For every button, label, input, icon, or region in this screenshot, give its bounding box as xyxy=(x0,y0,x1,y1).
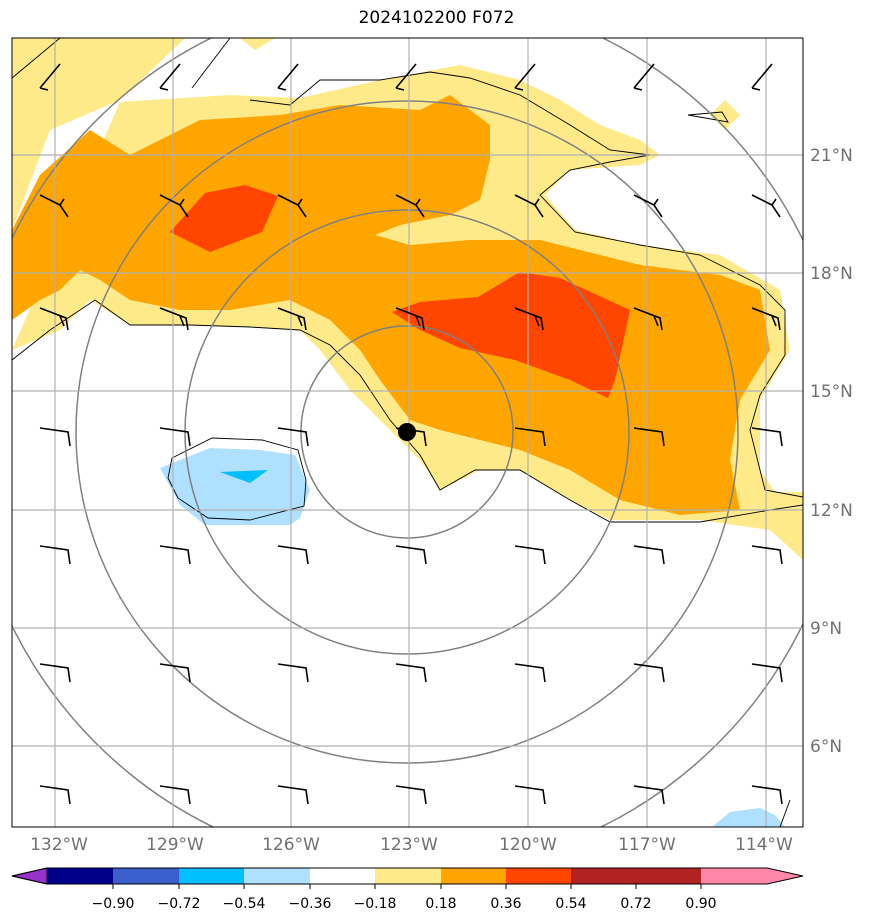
colorbar-extend-high xyxy=(701,868,803,884)
colorbar-segment xyxy=(636,868,701,884)
colorbar-segment xyxy=(47,868,113,884)
wind-barb xyxy=(159,785,191,805)
shading-red-orange-west xyxy=(170,185,278,252)
map-frame xyxy=(11,37,804,828)
wind-barb xyxy=(633,663,665,683)
storm-center-marker xyxy=(398,423,416,441)
distance-rings xyxy=(12,38,803,827)
colorbar-segment xyxy=(113,868,179,884)
wind-barb xyxy=(395,63,417,91)
wind-barb xyxy=(633,63,655,91)
colorbar-segment xyxy=(310,868,375,884)
wind-barb xyxy=(633,427,665,447)
wind-barb xyxy=(277,307,307,331)
lat-label: 6°N xyxy=(810,737,842,757)
colorbar-label: −0.90 xyxy=(92,896,135,912)
colorbar-ticks xyxy=(112,884,702,889)
lon-label: 132°W xyxy=(30,835,88,855)
wind-barb xyxy=(633,545,665,565)
shading-red-orange-central xyxy=(392,272,630,398)
wind-barb xyxy=(277,427,309,447)
graticule xyxy=(12,38,803,827)
wind-barb xyxy=(751,307,781,331)
shading-deep-sky-blue xyxy=(220,470,268,483)
lat-label: 15°N xyxy=(810,382,853,402)
colorbar-label: 0.72 xyxy=(620,896,651,912)
wind-barb xyxy=(39,63,61,91)
wind-barb xyxy=(159,663,191,683)
latitude-labels: 21°N 18°N 15°N 12°N 9°N 6°N xyxy=(810,146,853,757)
wind-barb xyxy=(751,663,783,683)
colorbar-segment xyxy=(375,868,441,884)
colorbar-segment xyxy=(441,868,506,884)
wind-barb xyxy=(159,194,189,218)
wind-barb xyxy=(633,307,663,331)
wind-barb xyxy=(159,545,191,565)
wind-barb xyxy=(39,785,71,805)
colorbar-label: −0.72 xyxy=(158,896,201,912)
wind-barb xyxy=(751,194,781,218)
lon-label: 120°W xyxy=(499,835,557,855)
lat-label: 12°N xyxy=(810,501,853,521)
wind-barb xyxy=(39,545,71,565)
lon-label: 114°W xyxy=(735,835,793,855)
lon-label: 126°W xyxy=(262,835,320,855)
wind-barb xyxy=(159,427,191,447)
wind-barb xyxy=(277,663,309,683)
colorbar-label: −0.36 xyxy=(289,896,332,912)
colorbar-label: 0.18 xyxy=(425,896,456,912)
colorbar-extend-low xyxy=(11,867,48,885)
wind-barb xyxy=(277,63,299,91)
wind-barb xyxy=(751,545,783,565)
colorbar-label: −0.54 xyxy=(223,896,266,912)
wind-barb xyxy=(751,785,783,805)
colorbar-label: 0.36 xyxy=(490,896,521,912)
wind-barb xyxy=(514,194,544,218)
wind-barb xyxy=(751,63,773,91)
wind-barb xyxy=(514,427,546,447)
wind-barb xyxy=(39,194,69,218)
wind-barb xyxy=(514,307,544,331)
wind-barb xyxy=(39,307,69,331)
wind-barb xyxy=(514,785,546,805)
wind-barb xyxy=(633,194,663,218)
wind-barb xyxy=(395,545,427,565)
wind-barbs xyxy=(39,63,783,805)
lon-label: 129°W xyxy=(146,835,204,855)
longitude-labels: 132°W 129°W 126°W 123°W 120°W 117°W 114°… xyxy=(30,835,793,855)
colorbar-segment xyxy=(571,868,636,884)
wind-barb xyxy=(514,63,536,91)
lat-label: 9°N xyxy=(810,619,842,639)
lat-label: 18°N xyxy=(810,264,853,284)
map-panel xyxy=(12,38,803,827)
colorbar-segment xyxy=(506,868,571,884)
wind-barb xyxy=(39,427,71,447)
shading-light-blue xyxy=(160,448,785,827)
colorbar-label: −0.18 xyxy=(354,896,397,912)
wind-barb xyxy=(633,785,665,805)
lat-label: 21°N xyxy=(810,146,853,166)
wind-barb xyxy=(395,785,427,805)
wind-barb xyxy=(514,545,546,565)
colorbar-segment xyxy=(179,868,244,884)
wind-barb xyxy=(277,785,309,805)
colorbar-label: 0.54 xyxy=(555,896,586,912)
wind-barb xyxy=(395,663,427,683)
colorbar-segment xyxy=(244,868,310,884)
wind-barb xyxy=(395,307,425,331)
wind-barb xyxy=(277,194,307,218)
lon-label: 123°W xyxy=(380,835,438,855)
colorbar-label: 0.90 xyxy=(685,896,716,912)
wind-barb xyxy=(39,663,71,683)
wind-barb xyxy=(395,194,425,218)
wind-barb xyxy=(514,663,546,683)
wind-barb xyxy=(159,63,181,91)
wind-barb xyxy=(159,307,189,331)
wind-barb xyxy=(751,427,783,447)
wind-barb xyxy=(277,545,309,565)
map-title: 2024102200 F072 xyxy=(358,8,515,28)
lon-label: 117°W xyxy=(618,835,676,855)
colorbar: −0.90 −0.72 −0.54 −0.36 −0.18 0.18 0.36 … xyxy=(11,867,804,912)
